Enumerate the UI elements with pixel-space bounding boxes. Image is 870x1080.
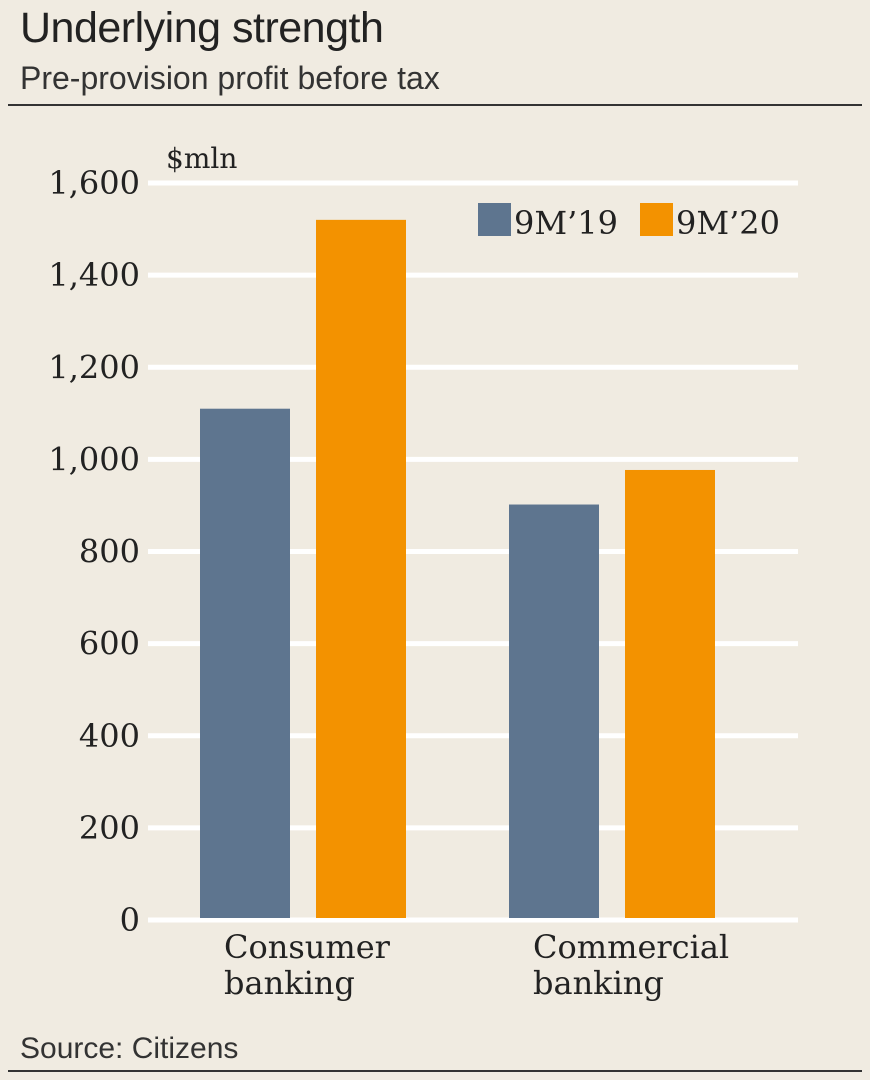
y-tick-label: 1,200: [48, 348, 140, 386]
chart-subtitle: Pre-provision profit before tax: [20, 60, 440, 96]
y-tick-label: 1,600: [48, 164, 140, 202]
legend-label: 9M’19: [514, 204, 618, 242]
x-tick-label: Consumer banking: [224, 928, 391, 1002]
legend: 9M’19 9M’20: [478, 203, 780, 242]
x-tick-label-line: Commercial: [533, 928, 729, 966]
chart-title: Underlying strength: [20, 4, 384, 52]
y-axis: 0 200 400 600 800 1,000 1,200 1,400 1,600: [48, 164, 140, 939]
bar: [625, 469, 715, 918]
bar-chart: 0 200 400 600 800 1,000 1,200 1,400 1,600 $mln C…: [48, 142, 798, 1002]
bar: [200, 408, 290, 918]
bar: [316, 219, 406, 919]
y-tick-label: 800: [79, 533, 140, 571]
header-divider: [8, 104, 862, 106]
x-tick-label-line: banking: [533, 964, 664, 1002]
footer-divider: [8, 1070, 862, 1072]
x-tick-label-line: banking: [224, 964, 355, 1002]
legend-swatch: [478, 203, 511, 236]
y-tick-label: 1,000: [48, 440, 140, 478]
y-tick-label: 0: [120, 901, 140, 939]
y-tick-label: 400: [79, 717, 140, 755]
y-tick-label: 200: [79, 809, 140, 847]
y-tick-label: 600: [79, 625, 140, 663]
legend-label: 9M’20: [676, 204, 780, 242]
x-tick-label-line: Consumer: [224, 928, 391, 966]
x-tick-label: Commercial banking: [533, 928, 729, 1002]
bar: [509, 504, 599, 918]
y-tick-label: 1,400: [48, 256, 140, 294]
y-axis-unit-label: $mln: [166, 142, 237, 175]
legend-swatch: [640, 203, 673, 236]
source-note: Source: Citizens: [20, 1032, 239, 1065]
bars: [200, 219, 715, 919]
